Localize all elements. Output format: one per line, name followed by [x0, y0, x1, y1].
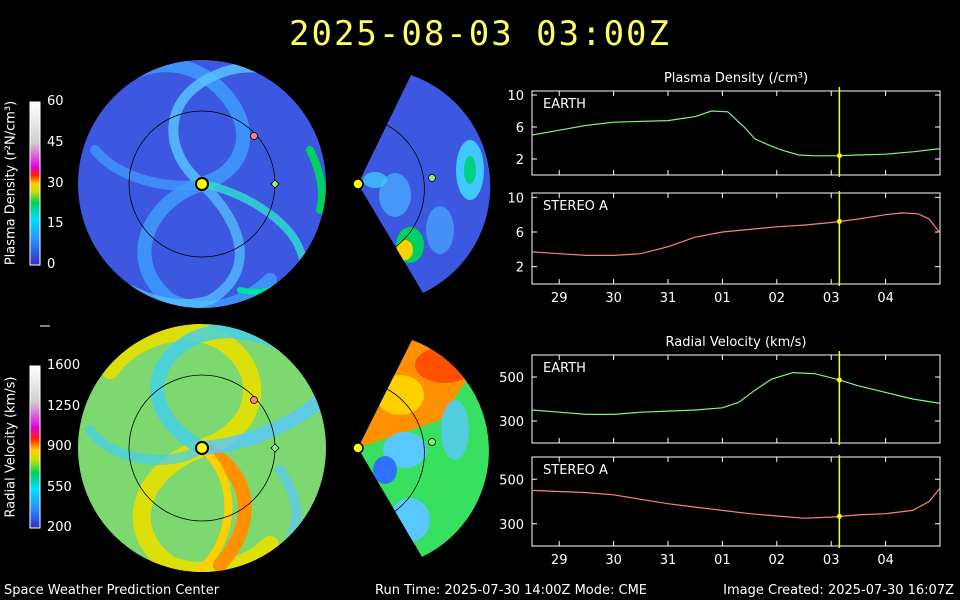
x-tick-label: 02 — [769, 553, 786, 568]
x-tick-label: 30 — [605, 291, 622, 306]
panel-title: Plasma Density (/cm³) — [664, 71, 808, 86]
panel-label: EARTH — [543, 361, 586, 376]
panel-0: Plasma Density (/cm³) EARTH 10 6 2 — [507, 71, 941, 177]
x-tick-label: 29 — [551, 291, 568, 306]
panel-frame — [531, 90, 941, 176]
footer-run-info: Run Time: 2025-07-30 14:00Z Mode: CME — [375, 583, 648, 598]
colorbar-tick: 550 — [47, 479, 72, 495]
x-tick-label: 31 — [660, 291, 677, 306]
x-tick-label: 04 — [877, 553, 894, 568]
y-tick-label: 6 — [516, 121, 524, 136]
y-tick-label: 6 — [516, 226, 524, 241]
panel-label: EARTH — [543, 97, 586, 112]
velocity-meridional-plot — [358, 340, 489, 557]
panel-3: STEREO A 500 300 29 30 31 01 02 03 04 — [499, 455, 941, 568]
panel-label: STEREO A — [543, 463, 608, 478]
y-tick-label: 500 — [499, 473, 524, 488]
colorbar-tick: 15 — [47, 216, 64, 232]
series-line — [531, 212, 941, 256]
x-tick-label: 30 — [605, 553, 622, 568]
x-tick-label: 01 — [714, 291, 731, 306]
y-tick-label: 10 — [507, 89, 524, 104]
panel-title: Radial Velocity (km/s) — [666, 335, 807, 350]
panel-1: STEREO A 10 6 2 29 30 31 01 02 03 04 — [507, 191, 941, 306]
velocity-colorbar — [29, 365, 41, 529]
colorbar-tick: 60 — [47, 94, 64, 109]
x-tick-label: 02 — [769, 291, 786, 306]
x-tick-label: 04 — [877, 291, 894, 306]
series-line — [531, 110, 941, 157]
x-tick-label: 29 — [551, 553, 568, 568]
panel-2: Radial Velocity (km/s) EARTH 500 300 — [499, 335, 941, 445]
y-tick-label: 2 — [516, 261, 524, 276]
y-tick-label: 300 — [499, 518, 524, 533]
colorbar-tick: 0 — [47, 257, 56, 272]
time-series-panels: Plasma Density (/cm³) EARTH 10 6 2 STEREO A 10… — [499, 71, 941, 568]
density-meridional-plot — [358, 75, 491, 293]
velocity-ecliptic-plot — [78, 324, 326, 572]
current-value-dot — [836, 153, 842, 159]
colorbar-tick: 30 — [47, 175, 64, 191]
earth-icon — [270, 174, 436, 453]
current-value-dot — [836, 377, 842, 383]
panel-frame — [531, 354, 941, 444]
timestamp-title: 2025-08-03 03:00Z — [289, 14, 671, 54]
density-colorbar — [29, 101, 41, 266]
current-value-dot — [836, 218, 842, 224]
series-line — [531, 487, 941, 519]
stereo-a-icon — [250, 132, 258, 404]
y-tick-label: 300 — [499, 415, 524, 430]
colorbar-tick: 900 — [47, 439, 72, 454]
y-tick-label: 500 — [499, 371, 524, 386]
current-value-dot — [836, 513, 842, 519]
colorbar-tick: 200 — [47, 520, 72, 535]
x-tick-label: 01 — [714, 553, 731, 568]
sun-icon — [195, 177, 364, 455]
panel-frame — [531, 456, 941, 547]
footer-organization: Space Weather Prediction Center — [4, 583, 220, 598]
x-tick-label: 03 — [823, 553, 840, 568]
y-tick-label: 10 — [507, 191, 524, 206]
colorbar-tick: 1250 — [47, 398, 81, 414]
y-tick-label: 2 — [516, 153, 524, 168]
colorbar-tick: 1600 — [47, 358, 81, 373]
colorbar-tick: 45 — [47, 134, 64, 150]
footer-image-created: Image Created: 2025-07-30 16:07Z — [723, 583, 954, 598]
x-tick-label: 03 — [823, 291, 840, 306]
x-tick-label: 31 — [660, 553, 677, 568]
panel-frame — [531, 192, 941, 285]
panel-label: STEREO A — [543, 199, 608, 214]
series-line — [531, 371, 941, 415]
